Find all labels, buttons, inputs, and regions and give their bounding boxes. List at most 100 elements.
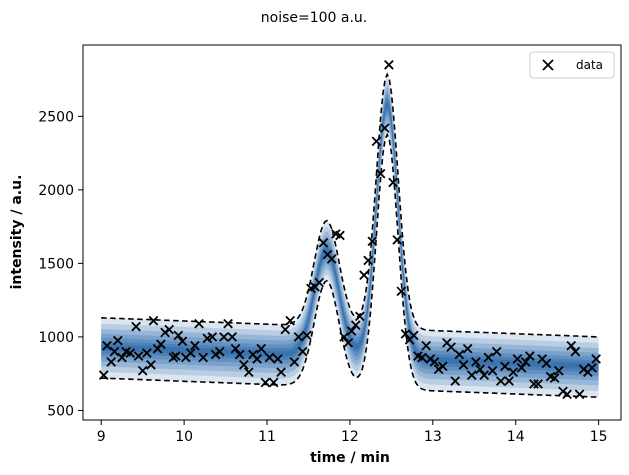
data-point xyxy=(574,389,585,400)
x-tick-label: 10 xyxy=(175,429,193,445)
data-point xyxy=(500,361,510,372)
data-point xyxy=(549,373,560,383)
data-point xyxy=(375,168,386,179)
data-point xyxy=(533,379,543,389)
data-point xyxy=(223,318,233,329)
data-point xyxy=(326,254,337,264)
data-point xyxy=(214,346,225,357)
data-point xyxy=(371,136,382,147)
data-point xyxy=(562,389,572,400)
x-tick-label: 11 xyxy=(258,429,276,445)
data-point xyxy=(293,332,304,342)
lower-bound-line xyxy=(101,132,599,398)
data-point xyxy=(207,332,218,342)
data-point xyxy=(146,360,156,370)
x-tick-label: 13 xyxy=(424,429,442,445)
band-layer xyxy=(101,97,599,373)
data-point xyxy=(164,324,175,335)
data-point xyxy=(190,340,200,351)
data-point xyxy=(256,343,267,354)
data-point xyxy=(198,352,209,363)
y-tick-label: 2000 xyxy=(38,183,74,199)
data-point xyxy=(591,354,601,364)
y-tick-label: 2500 xyxy=(38,109,74,125)
data-point xyxy=(346,326,357,336)
legend: data xyxy=(529,51,615,79)
data-point xyxy=(471,357,481,367)
data-point xyxy=(454,349,465,360)
data-point xyxy=(379,123,390,133)
data-point xyxy=(234,349,245,360)
band-layer xyxy=(101,94,599,377)
upper-bound-line xyxy=(101,72,599,338)
data-point xyxy=(112,335,123,346)
data-point xyxy=(173,330,184,341)
confidence-bounds xyxy=(101,72,599,398)
legend-box xyxy=(529,51,615,79)
data-point xyxy=(276,367,286,378)
data-point xyxy=(264,352,275,363)
data-point xyxy=(125,348,136,358)
data-point xyxy=(504,376,514,386)
data-point xyxy=(396,286,407,297)
data-point xyxy=(479,370,490,380)
data-point xyxy=(587,362,597,373)
data-point xyxy=(429,357,440,367)
x-tick-label: 15 xyxy=(590,429,608,445)
data-point xyxy=(417,352,427,363)
y-axis: 500 1000 1500 2000 2500 xyxy=(38,109,83,419)
data-point xyxy=(98,370,109,380)
data-point xyxy=(343,337,354,348)
data-point xyxy=(462,343,473,354)
data-point xyxy=(131,321,141,332)
data-point xyxy=(230,343,241,354)
data-point xyxy=(272,354,283,364)
data-point xyxy=(450,376,461,386)
data-point xyxy=(117,352,127,363)
x-tick-label: 14 xyxy=(507,429,525,445)
data-point xyxy=(570,346,581,357)
x-tick-label: 9 xyxy=(97,429,106,445)
data-point xyxy=(553,365,564,376)
data-point xyxy=(421,340,432,351)
data-point xyxy=(350,320,361,330)
data-point xyxy=(260,377,271,388)
data-point xyxy=(289,357,300,367)
data-point xyxy=(148,315,159,326)
data-point xyxy=(367,236,378,247)
legend-entry-data: data xyxy=(576,58,603,72)
plot-frame xyxy=(82,44,622,421)
band-layer xyxy=(101,85,599,386)
data-point xyxy=(541,358,552,369)
data-point xyxy=(335,230,345,241)
data-point xyxy=(102,340,112,351)
data-point xyxy=(185,348,196,358)
data-point xyxy=(171,351,181,361)
data-point xyxy=(516,362,527,373)
data-point xyxy=(355,311,365,322)
y-axis-label: intensity / a.u. xyxy=(9,175,25,290)
data-point xyxy=(243,367,254,378)
data-point xyxy=(384,60,394,70)
data-point xyxy=(392,235,403,245)
data-point xyxy=(475,364,485,375)
y-tick-label: 1000 xyxy=(38,330,74,346)
data-point xyxy=(177,336,188,347)
x-axis-label: time / min xyxy=(310,450,390,466)
data-point xyxy=(318,237,329,248)
data-point xyxy=(133,351,144,361)
x-axis: 9 10 11 12 13 14 15 xyxy=(97,420,608,445)
data-point xyxy=(495,376,506,386)
data-point xyxy=(491,346,502,357)
data-point xyxy=(137,365,148,376)
band-layer xyxy=(101,90,599,381)
y-tick-label: 500 xyxy=(47,403,74,419)
data-point xyxy=(437,361,448,372)
data-point xyxy=(314,277,325,288)
data-point xyxy=(238,360,249,370)
legend-marker-icon xyxy=(542,59,554,71)
data-point xyxy=(268,377,279,388)
data-point xyxy=(520,357,531,367)
data-point xyxy=(408,330,419,341)
